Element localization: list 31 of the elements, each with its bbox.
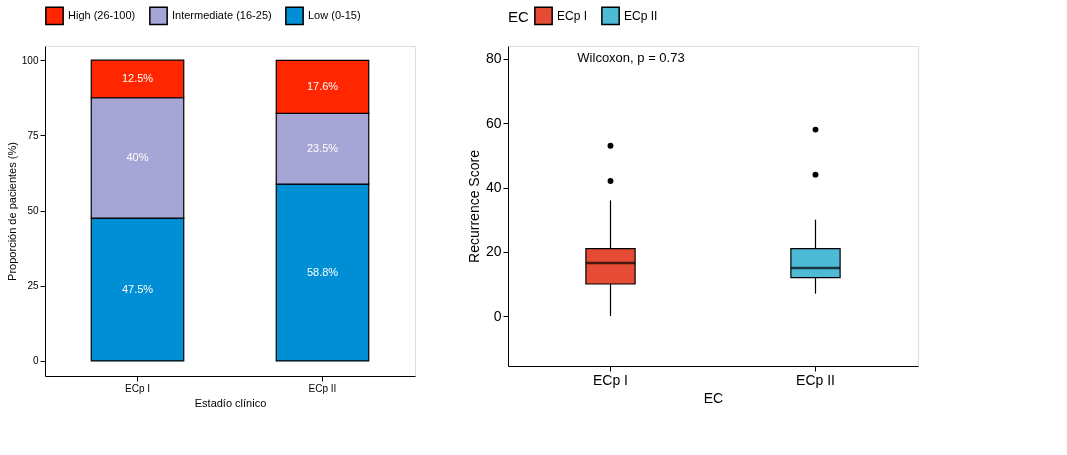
y-axis-title: Recurrence Score xyxy=(465,149,482,263)
y-tick-label: 50 xyxy=(27,205,39,217)
data-label: 23.5% xyxy=(306,141,339,154)
data-label: 17.6% xyxy=(306,79,339,92)
x-tick-label: ECp II xyxy=(796,371,835,388)
legend-label: High (26-100) xyxy=(68,8,136,21)
y-tick-label: 100 xyxy=(21,54,39,66)
legend-label: Low (0-15) xyxy=(308,8,361,21)
y-tick-label: 20 xyxy=(485,243,502,260)
legend-label: ECp II xyxy=(624,8,658,23)
y-tick-label: 25 xyxy=(27,280,39,292)
y-tick-label: 0 xyxy=(493,307,502,324)
legend-title: EC xyxy=(508,8,529,25)
annotation: Wilcoxon, p = 0.73 xyxy=(577,50,685,65)
y-tick-label: 75 xyxy=(27,129,39,141)
legend-label: ECp I xyxy=(557,8,588,23)
y-tick-label: 40 xyxy=(485,179,502,196)
y-tick-label: 0 xyxy=(32,355,39,367)
x-tick-label: ECp I xyxy=(124,382,151,394)
y-tick-label: 60 xyxy=(485,114,502,131)
x-tick-label: ECp II xyxy=(308,382,337,394)
data-label: 58.8% xyxy=(306,265,339,278)
legend-label: Intermediate (16-25) xyxy=(172,8,272,21)
x-axis-title: Estadío clínico xyxy=(194,396,267,409)
y-axis-title: Proporción de pacientes (%) xyxy=(5,142,18,281)
data-label: 12.5% xyxy=(121,71,154,84)
data-label: 40% xyxy=(126,150,149,163)
x-axis-title: EC xyxy=(703,389,724,406)
data-label: 47.5% xyxy=(121,282,154,295)
y-tick-label: 80 xyxy=(485,50,502,67)
x-tick-label: ECp I xyxy=(592,371,629,388)
